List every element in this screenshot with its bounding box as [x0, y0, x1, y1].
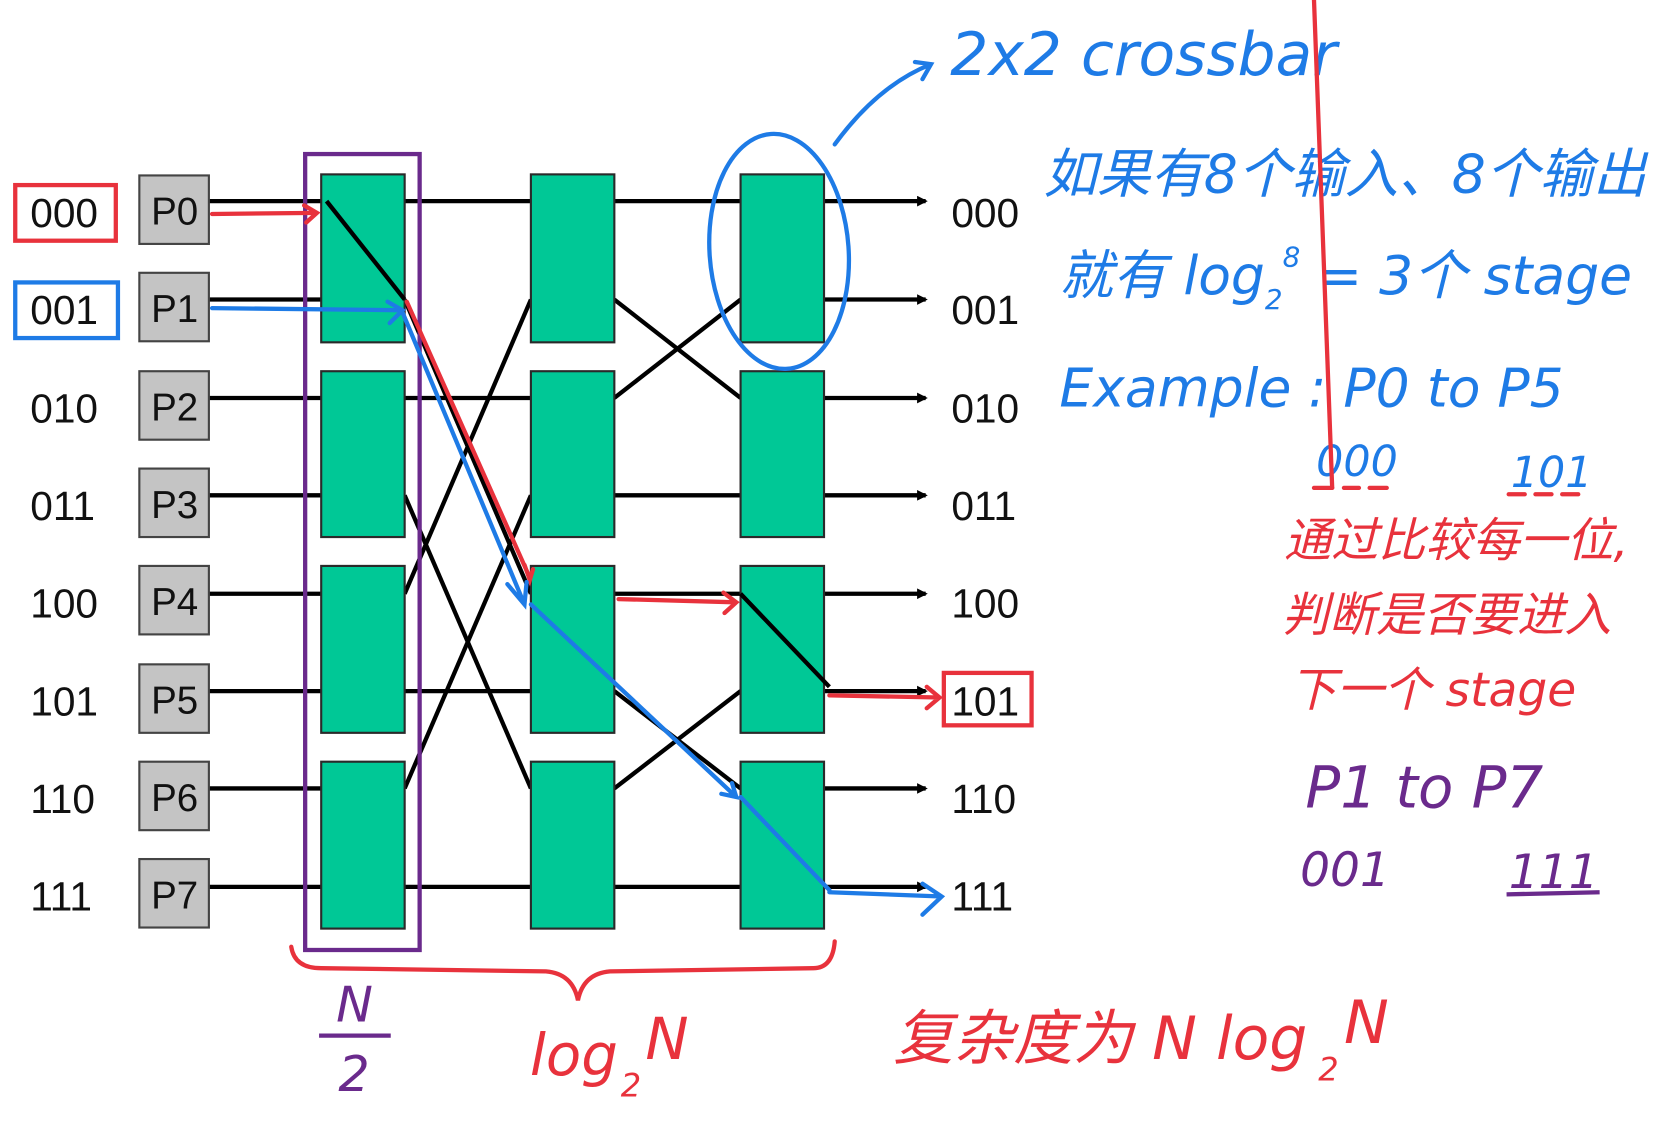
blue-notes: 2x2 crossbar 如果有8个输入、8个输出 就有 log28 = 3个 … — [950, 20, 1648, 498]
switch — [529, 370, 616, 539]
output-address: 011 — [951, 483, 1016, 529]
processor-label: P0 — [151, 191, 198, 234]
note-line-1: 如果有8个输入、8个输出 — [1043, 143, 1648, 206]
source-highlight-blue — [13, 280, 121, 341]
svg-text:2: 2 — [621, 1067, 641, 1105]
switch — [320, 370, 406, 539]
output-address: 101 — [951, 679, 1019, 725]
input-address: 011 — [30, 483, 95, 529]
switch — [529, 564, 616, 734]
log2n-label: log 2 N — [530, 1005, 689, 1104]
processor-label: P4 — [151, 581, 198, 624]
route-p0-to-p5 — [209, 203, 943, 711]
crossbar-callout-arrow — [832, 59, 935, 147]
switch — [320, 173, 406, 344]
example-line: Example : P0 to P5 — [1059, 357, 1563, 420]
stage-2-switches — [529, 173, 616, 930]
processor-label: P5 — [151, 680, 198, 723]
red-notes: 通过比较每一位, 判断是否要进入 下一个 stage — [1282, 513, 1629, 718]
stage-3-switches — [739, 173, 826, 930]
complexity-label: 复杂度为 N log 2 N — [894, 988, 1389, 1088]
svg-text:2: 2 — [1318, 1051, 1338, 1089]
input-wires — [208, 198, 322, 890]
example-dst-bits: 101 — [1511, 448, 1593, 498]
stage-1-switches — [320, 173, 406, 930]
input-address: 000 — [30, 190, 98, 236]
input-address: 110 — [30, 776, 95, 822]
rule-line-3: 下一个 stage — [1289, 663, 1576, 718]
output-address: 111 — [951, 873, 1013, 919]
purple-notes: P1 to P7 001 111 — [1300, 754, 1600, 900]
output-column: 000 001 010 011 100 101 110 111 — [951, 190, 1019, 920]
output-address: 000 — [951, 190, 1019, 236]
input-address: 001 — [30, 287, 98, 333]
svg-text:N: N — [645, 1005, 688, 1073]
input-address: 101 — [30, 679, 98, 725]
switch — [739, 564, 826, 734]
processor-label: P2 — [151, 386, 198, 429]
stage-highlight-purple — [303, 151, 422, 953]
destination-highlight-red — [941, 670, 1034, 728]
svg-text:2: 2 — [338, 1045, 369, 1103]
input-address: 100 — [30, 580, 98, 626]
rule-line-2: 判断是否要进入 — [1282, 588, 1611, 643]
input-address: 010 — [30, 386, 98, 432]
output-wires — [824, 195, 928, 893]
note-line-2: 就有 log28 = 3个 stage — [1059, 240, 1632, 316]
svg-text:N: N — [336, 976, 373, 1034]
switch — [529, 173, 616, 344]
rule-line-1: 通过比较每一位, — [1284, 513, 1628, 568]
svg-text:log: log — [530, 1021, 618, 1089]
bit-underlines — [1311, 0, 1581, 497]
output-address: 010 — [951, 386, 1019, 432]
source-highlight-red — [13, 182, 118, 243]
route-p1-to-p7 — [209, 299, 946, 917]
switch — [739, 173, 826, 344]
output-address: 001 — [951, 287, 1019, 333]
switch — [739, 760, 826, 930]
crossbar-note: 2x2 crossbar — [950, 20, 1340, 90]
switch — [529, 760, 616, 930]
example-2-line: P1 to P7 — [1305, 754, 1543, 822]
processor-label: P3 — [151, 484, 198, 527]
processor-label: P1 — [151, 288, 198, 331]
stage1-to-stage2-wires — [402, 198, 533, 890]
input-column: P0 P1 P2 P3 P4 P5 P6 P7 000 001 010 011 … — [30, 174, 210, 929]
n-over-2-label: N 2 — [319, 976, 391, 1103]
switch — [739, 370, 826, 539]
switch — [320, 564, 406, 734]
processor-label: P6 — [151, 777, 198, 820]
input-address: 111 — [30, 873, 92, 919]
switch — [320, 760, 406, 930]
example-2-src-bits: 001 — [1300, 843, 1390, 898]
output-address: 100 — [951, 580, 1019, 626]
processor-label: P7 — [151, 874, 198, 917]
example-src-bits: 000 — [1316, 437, 1398, 487]
stages-brace — [289, 939, 837, 1001]
crossbar-callout-ellipse — [707, 131, 852, 372]
svg-text:复杂度为 N log: 复杂度为 N log — [894, 1004, 1308, 1074]
svg-text:N: N — [1344, 988, 1389, 1058]
output-address: 110 — [951, 776, 1016, 822]
